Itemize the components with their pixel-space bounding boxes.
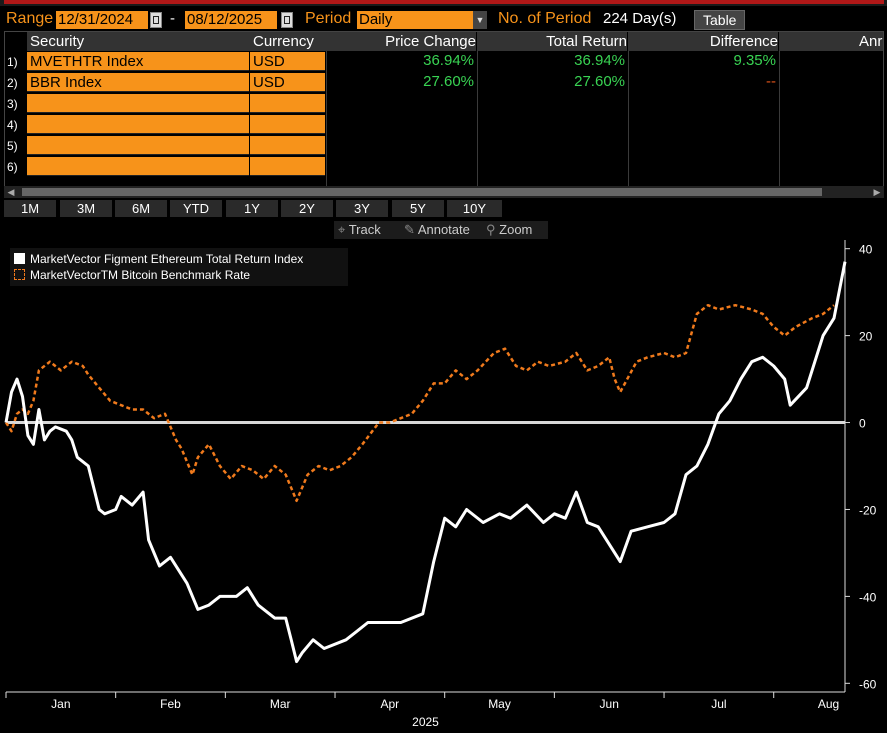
zoom-tool-label: Zoom [499, 222, 533, 237]
track-tool-label: Track [348, 222, 381, 237]
annotate-tool-label: Annotate [417, 222, 470, 237]
track-tool[interactable]: ⌖ Track [334, 221, 400, 239]
x-tick-label: May [488, 697, 511, 711]
column-divider [477, 51, 478, 187]
end-date-field[interactable]: 08/12/2025 [185, 11, 277, 29]
column-divider [326, 51, 327, 187]
y-tick-label: 0 [859, 417, 866, 431]
period-button-3m[interactable]: 3M [60, 200, 112, 217]
security-cell[interactable] [27, 115, 249, 134]
period-button-5y[interactable]: 5Y [392, 200, 444, 217]
zoom-tool[interactable]: ⚲ Zoom [482, 221, 548, 239]
x-tick-label: Feb [160, 697, 181, 711]
header-annualized: Anr [779, 32, 883, 51]
performance-chart[interactable]: 40 20 0 -20 -40 -60 Jan Feb Mar Apr May Jun Jul Aug 20… [0, 240, 887, 733]
x-tick-label: Mar [270, 697, 291, 711]
header-security: Security [27, 32, 252, 51]
currency-cell[interactable]: USD [250, 52, 325, 71]
period-button-1m[interactable]: 1M [4, 200, 56, 217]
pencil-icon: ✎ [404, 222, 415, 237]
y-tick-label: 40 [859, 243, 873, 257]
end-calendar-icon[interactable] [281, 12, 293, 28]
period-button-1y[interactable]: 1Y [226, 200, 278, 217]
row-number: 3) [7, 97, 18, 111]
crosshair-icon: ⌖ [338, 222, 346, 237]
period-button-2y[interactable]: 2Y [281, 200, 333, 217]
legend-entry-btc: MarketVectorTM Bitcoin Benchmark Rate [14, 267, 250, 283]
price-change-value: 27.60% [423, 73, 474, 90]
controls-bar: Range 12/31/2024 - 08/12/2025 Period Dai… [0, 9, 887, 31]
header-currency: Currency [250, 32, 328, 51]
series-line-eth [4, 261, 847, 664]
currency-cell[interactable] [250, 94, 325, 113]
series-line-btc [4, 303, 835, 503]
row-number: 1) [7, 55, 18, 69]
legend-swatch-solid [14, 253, 25, 264]
security-cell[interactable]: BBR Index [27, 73, 249, 92]
period-dropdown-icon[interactable]: ▼ [473, 11, 487, 29]
securities-table: Security Currency Price Change Total Ret… [4, 31, 884, 189]
legend-label-eth: MarketVector Figment Ethereum Total Retu… [30, 252, 304, 266]
top-strip-red-segment [4, 0, 884, 4]
total-return-value: 36.94% [574, 52, 625, 69]
period-button-6m[interactable]: 6M [115, 200, 167, 217]
header-difference: Difference [628, 32, 778, 51]
scroll-left-icon[interactable]: ◀ [7, 187, 15, 197]
period-select[interactable]: Daily [357, 11, 473, 29]
table-button[interactable]: Table [694, 10, 746, 30]
currency-cell[interactable] [250, 115, 325, 134]
y-tick-label: -20 [859, 503, 877, 517]
security-cell[interactable] [27, 94, 249, 113]
currency-cell[interactable] [250, 157, 325, 176]
legend-swatch-dashed [14, 269, 25, 280]
difference-value: 9.35% [733, 52, 776, 69]
row-number: 6) [7, 160, 18, 174]
start-date-field[interactable]: 12/31/2024 [56, 11, 148, 29]
total-return-value: 27.60% [574, 73, 625, 90]
period-label: Period [305, 10, 352, 27]
periods-count-label: No. of Period [498, 10, 592, 27]
periods-count-value: 224 Day(s) [603, 10, 677, 27]
row-number: 4) [7, 118, 18, 132]
y-tick-label: -40 [859, 590, 877, 604]
x-tick-label: Apr [381, 697, 400, 711]
y-tick-label: 20 [859, 330, 873, 344]
table-horizontal-scrollbar[interactable]: ◀ ▶ [4, 186, 884, 198]
legend-entry-eth: MarketVector Figment Ethereum Total Retu… [14, 251, 303, 267]
x-tick-label: Jun [600, 697, 619, 711]
period-button-10y[interactable]: 10Y [447, 200, 502, 217]
legend-label-btc: MarketVectorTM Bitcoin Benchmark Rate [30, 268, 251, 282]
scroll-right-icon[interactable]: ▶ [873, 187, 881, 197]
price-change-value: 36.94% [423, 52, 474, 69]
start-calendar-icon[interactable] [150, 12, 162, 28]
chart-legend: MarketVector Figment Ethereum Total Retu… [10, 248, 348, 286]
period-button-ytd[interactable]: YTD [170, 200, 222, 217]
top-status-strip [0, 0, 887, 6]
difference-value: -- [766, 73, 776, 90]
header-price-change: Price Change [326, 32, 476, 51]
currency-cell[interactable]: USD [250, 73, 325, 92]
y-tick-label: -60 [859, 677, 877, 691]
row-number: 2) [7, 76, 18, 90]
x-tick-label: Jul [711, 697, 726, 711]
security-cell[interactable] [27, 136, 249, 155]
range-label: Range [6, 10, 54, 27]
x-tick-label: Aug [818, 697, 839, 711]
x-axis-label: 2025 [412, 715, 439, 729]
scrollbar-thumb[interactable] [22, 188, 822, 196]
security-cell[interactable] [27, 157, 249, 176]
period-button-3y[interactable]: 3Y [336, 200, 388, 217]
x-tick-label: Jan [51, 697, 70, 711]
header-total-return: Total Return [477, 32, 627, 51]
column-divider [628, 51, 629, 187]
magnifier-icon: ⚲ [486, 222, 496, 237]
range-dash: - [170, 10, 175, 27]
security-cell[interactable]: MVETHTR Index [27, 52, 249, 71]
annotate-tool[interactable]: ✎ Annotate [400, 221, 483, 239]
currency-cell[interactable] [250, 136, 325, 155]
column-divider [779, 51, 780, 187]
row-number: 5) [7, 139, 18, 153]
